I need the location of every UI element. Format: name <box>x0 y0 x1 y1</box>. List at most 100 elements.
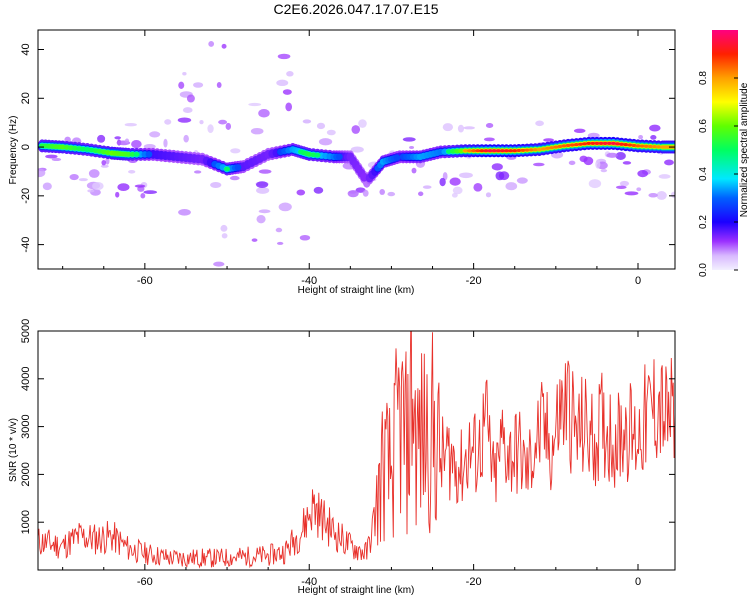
spectrogram-ridge-cell <box>614 142 621 146</box>
spectrogram-noise-blob <box>97 134 106 143</box>
spectrogram-noise-blob <box>258 209 271 214</box>
spectrogram-ridge-cell <box>466 149 473 153</box>
spectrogram-ridge-cell <box>639 144 645 148</box>
spectrogram-noise-blob <box>182 71 187 76</box>
spectrogram-ridge-cell <box>590 141 596 146</box>
snr-line-layer <box>38 331 675 569</box>
snr-plot-area <box>38 331 675 570</box>
spectrogram-noise-blob <box>535 120 544 127</box>
spectrogram-noise-blob <box>163 138 168 148</box>
spectrogram-ridge-cell <box>471 149 477 153</box>
spectrogram-noise-blob <box>658 174 671 179</box>
spectrogram-ridge-cell <box>224 166 231 172</box>
spectrogram-y-axis-label: Frequency (Hz) <box>8 116 19 185</box>
spectrogram-noise-blob <box>442 123 454 132</box>
spectrogram-noise-blob <box>463 126 475 130</box>
spectrogram-ridge-cell <box>512 149 518 153</box>
spectrogram-noise-blob <box>276 79 289 87</box>
spectrogram-noise-blob <box>622 161 632 165</box>
spectrogram-ridge-cell <box>627 143 633 147</box>
spectrogram-ticks: -60 -40 -20 0 -40 -20 0 20 40 <box>20 30 675 287</box>
spectrogram-ridge-cell <box>549 146 555 150</box>
spectrogram-ridge-cell <box>503 149 510 153</box>
spectrogram-noise-blob <box>164 119 172 125</box>
spectrogram-noise-blob <box>124 138 130 144</box>
snr-y-tick-label: 5000 <box>20 319 32 343</box>
spectrogram-noise-blob <box>483 137 495 142</box>
spectrogram-ridge-cell <box>623 143 629 147</box>
spectrogram-noise-blob <box>248 102 262 107</box>
spectrogram-noise-blob <box>387 191 396 197</box>
spectrogram-noise-blob <box>491 163 503 171</box>
spectrogram-noise-blob <box>229 175 240 181</box>
spectrogram-noise-blob <box>194 170 202 174</box>
spectrogram-noise-blob <box>649 124 661 132</box>
spectrogram-ridge-cell <box>540 147 547 151</box>
spectrogram-noise-blob <box>221 43 227 49</box>
spectrogram-noise-blob <box>350 146 364 153</box>
spectrogram-noise-blob <box>250 127 264 135</box>
spectrogram-noise-blob <box>351 125 361 134</box>
spectrogram-ridge-cell <box>618 142 625 146</box>
spectrogram-noise-blob <box>258 169 272 174</box>
spectrogram-ridge-cell <box>462 149 469 153</box>
spectrogram-noise-blob <box>183 134 189 143</box>
spectrogram-ridge-cell <box>557 144 563 149</box>
spectrogram-noise-blob <box>100 164 109 168</box>
spectrogram-noise-blob <box>216 82 222 89</box>
spectrogram-noise-blob <box>505 182 518 191</box>
spectrogram-x-axis-label: Height of straight line (km) <box>298 285 415 296</box>
spectrogram-noise-blob <box>347 190 359 198</box>
spectrogram-noise-blob <box>296 189 306 196</box>
spectrogram-ridge-cell <box>491 149 497 153</box>
spectrogram-ridge-cell <box>495 149 501 153</box>
spectrogram-noise-blob <box>358 119 367 128</box>
spectrogram-noise-blob <box>418 191 424 197</box>
spectrogram-ridge-cell <box>487 149 493 153</box>
spectrogram-ridge-cell <box>655 145 662 149</box>
spectrogram-ridge-cell <box>133 151 140 157</box>
spectrogram-noise-blob <box>638 134 644 140</box>
spectrogram-noise-blob <box>459 172 473 179</box>
spectrogram-noise-blob <box>402 137 416 142</box>
colorbar-tick-label: 0.2 <box>698 215 709 229</box>
spectrogram-noise-blob <box>256 187 270 194</box>
spectrogram-noise-blob <box>485 192 492 198</box>
spectrogram-ridge-cell <box>565 143 571 148</box>
spectrogram-noise-blob <box>449 177 461 186</box>
spectrogram-noise-blob <box>199 119 204 125</box>
spectrogram-noise-blob <box>51 157 62 162</box>
spectrogram-noise-blob <box>664 159 674 166</box>
spectrogram-noise-blob <box>379 189 385 195</box>
spectrogram-ridge-cell <box>499 149 505 153</box>
snr-x-tick-label: -60 <box>137 576 153 588</box>
snr-y-tick-label: 1000 <box>20 510 32 534</box>
spectrogram-noise-blob <box>38 168 46 178</box>
spectrogram-ridge-cell <box>145 151 153 158</box>
spectrogram-noise-blob <box>299 234 311 241</box>
spectrogram-ridge-cell <box>643 144 649 148</box>
spectrogram-noise-blob <box>543 138 555 142</box>
spectrogram-noise-blob <box>275 227 283 233</box>
spectrogram-ridge-cell <box>631 143 637 148</box>
spectrogram-noise-blob <box>117 183 130 192</box>
spectrogram-noise-blob <box>452 186 463 195</box>
spectrogram-noise-blob <box>143 143 156 150</box>
spectrogram-noise-blob <box>282 89 292 95</box>
spectrogram-x-tick-label: -60 <box>137 275 153 287</box>
spectrogram-noise-blob <box>355 187 366 193</box>
spectrogram-y-tick-label: 40 <box>20 43 32 55</box>
spectrogram-ridge-cell <box>573 143 579 147</box>
spectrogram-noise-blob <box>411 167 417 174</box>
page-title: C2E6.2026.047.17.07.E15 <box>273 1 439 17</box>
spectrogram-y-tick-label: 20 <box>20 92 32 104</box>
spectrogram-noise-blob <box>637 170 649 178</box>
spectrogram-ridge-cell <box>561 144 567 148</box>
spectrogram-noise-blob <box>220 224 228 232</box>
spectrogram-noise-blob <box>69 173 79 181</box>
spectrogram-noise-blob <box>258 109 270 118</box>
snr-frame <box>37 330 676 571</box>
colorbar-label: Normalized spectral amplitude <box>739 82 750 217</box>
spectrogram-noise-blob <box>149 131 161 138</box>
